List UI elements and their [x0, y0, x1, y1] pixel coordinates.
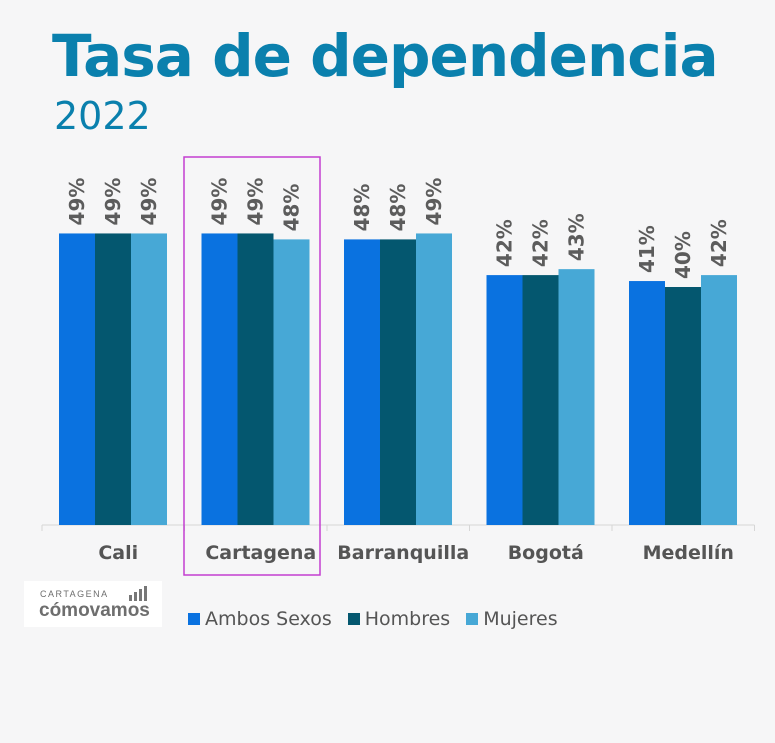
data-label: 49% [101, 178, 125, 226]
legend-swatch [188, 613, 200, 625]
bar-ambos-sexos [629, 281, 665, 525]
bar-hombres [522, 275, 559, 525]
category-label: Cartagena [205, 542, 316, 564]
data-label: 49% [208, 178, 232, 226]
data-label: 49% [244, 178, 268, 226]
chart-subtitle: 2022 [54, 94, 151, 138]
bar-mujeres [131, 233, 167, 525]
data-label: 49% [422, 178, 446, 226]
legend-item-hombres: Hombres [347, 608, 451, 630]
data-label: 42% [707, 219, 731, 267]
legend-item-ambos-sexos: Ambos Sexos [188, 608, 332, 630]
data-label: 48% [350, 184, 374, 232]
logo-top-text: CARTAGENA [40, 589, 109, 599]
bar-hombres [237, 233, 274, 525]
data-label: 43% [565, 213, 589, 261]
data-label: 41% [635, 225, 659, 273]
category-label: Barranquilla [337, 542, 469, 564]
bar-hombres [95, 233, 131, 525]
bar-mujeres [558, 269, 595, 525]
data-label: 40% [671, 231, 695, 279]
data-label: 48% [280, 184, 304, 232]
category-label: Medellín [643, 542, 734, 564]
bar-ambos-sexos [344, 239, 380, 525]
bar-ambos-sexos [486, 275, 523, 525]
legend-swatch [347, 613, 360, 625]
category-label: Cali [98, 542, 138, 564]
legend-swatch [466, 613, 479, 625]
legend-label: Mujeres [483, 608, 558, 630]
logo-main-text: cómovamos [39, 600, 150, 621]
legend-label: Hombres [364, 608, 451, 630]
cartagena-como-vamos-logo: CARTAGENA cómovamos [24, 581, 162, 627]
bar-chart-icon [129, 586, 147, 601]
data-label: 42% [529, 219, 553, 267]
chart-legend: Ambos Sexos Hombres Mujeres [188, 608, 558, 630]
bar-mujeres [273, 239, 310, 525]
data-label: 49% [137, 178, 161, 226]
data-label: 49% [65, 178, 89, 226]
category-label: Bogotá [508, 542, 584, 564]
legend-item-mujeres: Mujeres [466, 608, 558, 630]
bar-hombres [665, 287, 701, 525]
chart-title: Tasa de dependencia [52, 22, 719, 90]
data-label: 42% [493, 219, 517, 267]
bar-hombres [380, 239, 416, 525]
data-label: 48% [386, 184, 410, 232]
legend-label: Ambos Sexos [205, 608, 332, 630]
bar-mujeres [701, 275, 737, 525]
highlight-box [183, 156, 321, 576]
bar-mujeres [416, 233, 452, 525]
bar-ambos-sexos [201, 233, 238, 525]
bar-ambos-sexos [59, 233, 95, 525]
